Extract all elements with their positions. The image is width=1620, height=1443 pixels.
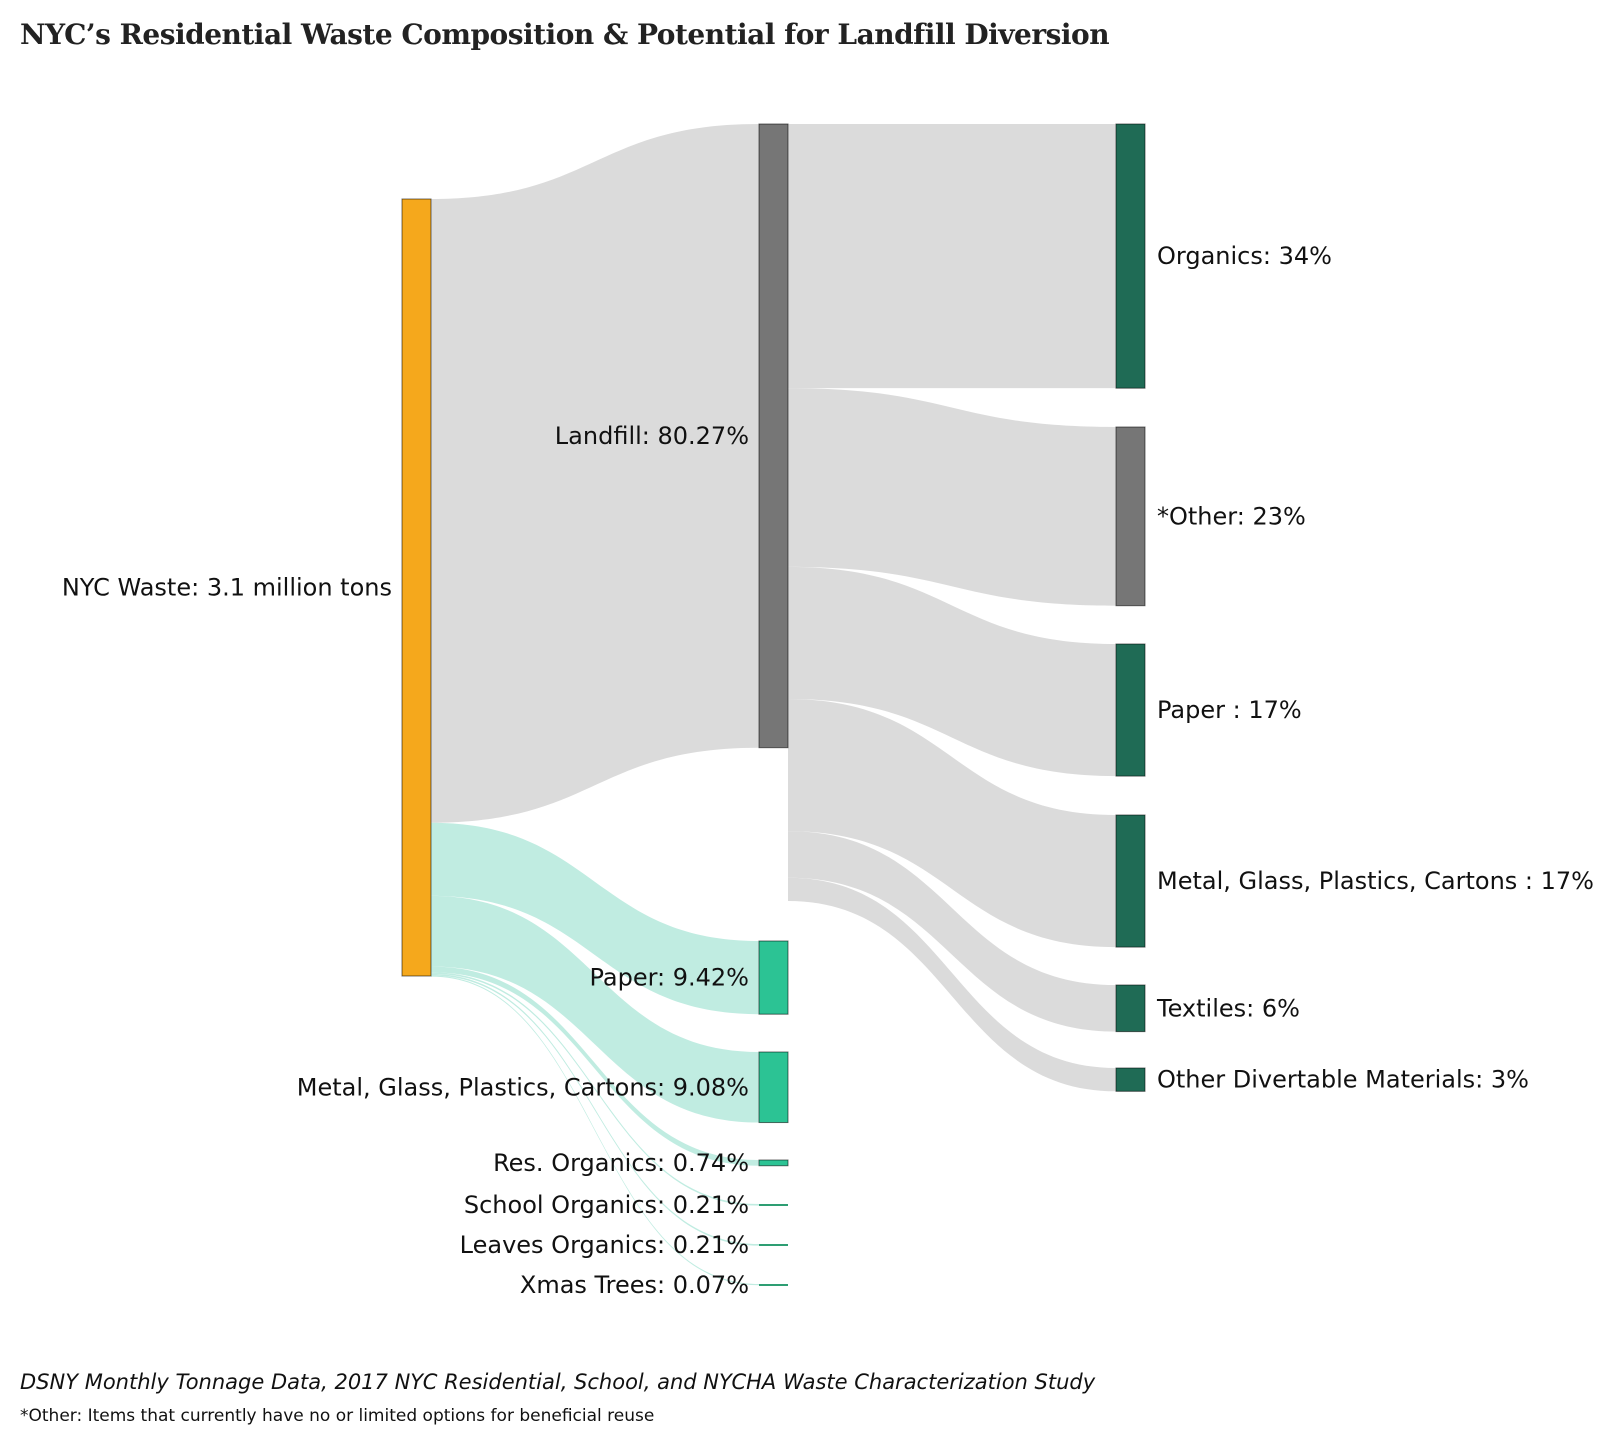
links-layer [431,124,1116,1286]
node-label-school_org: School Organics: 0.21% [464,1191,749,1219]
node-textiles [1115,984,1146,1033]
link-nyc-to-mgpc_div [431,895,759,1123]
node-landfill [758,123,789,749]
node-label-other: *Other: 23% [1157,502,1306,530]
link-landfill-to-textiles [788,831,1116,1032]
node-nyc [401,198,432,977]
node-paper_lf [1115,643,1146,777]
node-school_org [759,1204,788,1206]
chart-title: NYC’s Residential Waste Composition & Po… [20,18,1110,51]
node-label-other_div: Other Divertable Materials: 3% [1157,1066,1529,1094]
node-label-paper_div: Paper: 9.42% [589,964,749,992]
link-landfill-to-mgpc_lf [788,698,1116,948]
link-nyc-to-leaves_org [431,973,759,1246]
link-nyc-to-landfill [431,124,759,823]
node-label-nyc: NYC Waste: 3.1 million tons [62,574,392,602]
node-label-textiles: Textiles: 6% [1156,994,1300,1022]
node-label-res_org: Res. Organics: 0.74% [493,1149,749,1177]
node-res_org [758,1159,789,1167]
node-label-xmas: Xmas Trees: 0.07% [520,1271,749,1299]
nodes-layer [401,123,1146,1286]
link-landfill-to-other [788,388,1116,606]
node-label-paper_lf: Paper : 17% [1157,696,1302,724]
node-label-landfill: Landfill: 80.27% [555,422,749,450]
link-nyc-to-xmas [431,975,759,1286]
node-leaves_org [759,1244,788,1246]
node-mgpc_div [758,1051,789,1124]
link-landfill-to-paper_lf [788,566,1116,777]
link-landfill-to-organics [788,124,1116,389]
footnote: *Other: Items that currently have no or … [20,1406,655,1426]
node-label-organics: Organics: 34% [1157,242,1332,270]
source-note: DSNY Monthly Tonnage Data, 2017 NYC Resi… [20,1370,1096,1394]
node-label-mgpc_div: Metal, Glass, Plastics, Cartons: 9.08% [297,1073,749,1101]
link-nyc-to-school_org [431,972,759,1206]
link-nyc-to-paper_div [431,822,759,1015]
node-xmas [759,1284,788,1286]
node-mgpc_lf [1115,814,1146,948]
labels-layer: NYC Waste: 3.1 million tons Landfill: 80.… [62,242,1594,1299]
link-nyc-to-res_org [431,966,759,1166]
node-paper_div [758,940,789,1015]
node-other [1115,426,1146,607]
link-landfill-to-other_div [788,877,1116,1092]
node-label-mgpc_lf: Metal, Glass, Plastics, Cartons : 17% [1157,867,1594,895]
node-other_div [1115,1067,1146,1092]
node-label-leaves_org: Leaves Organics: 0.21% [460,1231,749,1259]
node-organics [1115,123,1146,389]
